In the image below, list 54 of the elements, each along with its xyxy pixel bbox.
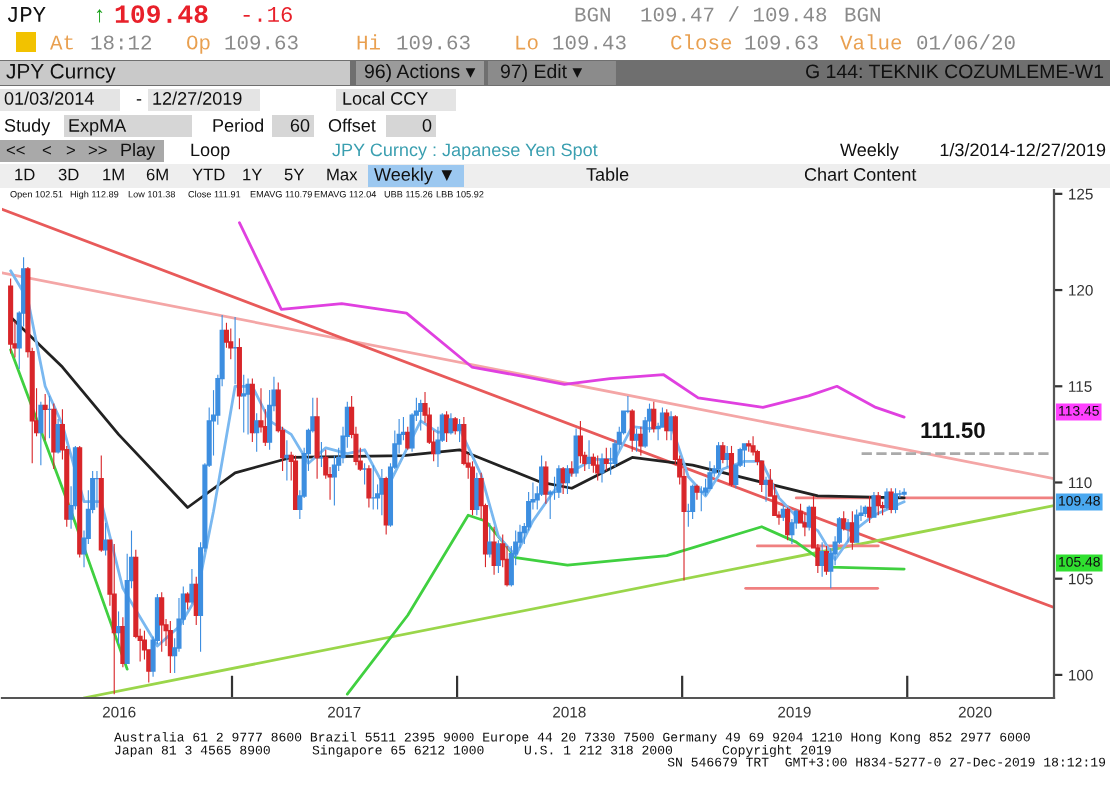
text: G 144: TEKNIK COZUMLEME-W1 (806, 64, 1104, 79)
text: 01/06/20 (917, 34, 1015, 50)
text: 01/03/2014 (4, 91, 94, 105)
text: 6M (146, 168, 168, 181)
text: Weekly (840, 142, 899, 160)
text: 12/27/2019 (153, 91, 242, 105)
text: >> (88, 145, 107, 155)
text: JPY Curncy : Japanese Yen Spot (332, 143, 598, 160)
text: Loop (191, 143, 230, 160)
text: 109.63 (745, 35, 818, 50)
text: 109.63 (225, 35, 298, 50)
text: BGN (575, 7, 610, 22)
text: 5Y (284, 168, 305, 181)
text: At (50, 35, 73, 50)
text: Weekly ▼ (374, 167, 453, 185)
text: Lo (516, 35, 538, 50)
text: JPY (7, 7, 46, 22)
text: << (6, 145, 25, 155)
text: 1M (103, 168, 124, 181)
text: 109.47 / 109.48 (641, 6, 827, 22)
text: Table (586, 167, 629, 181)
text: JPY Curncy (6, 63, 116, 83)
text: 1D (15, 168, 35, 181)
text: Max (327, 168, 358, 181)
text: - (136, 99, 142, 101)
text: Local CCY (343, 91, 428, 105)
text: -.16 (243, 6, 292, 22)
text: 1Y (243, 168, 263, 181)
text: YTD (192, 168, 225, 181)
annotation: 111.50 (921, 422, 985, 439)
text: 97) Edit ▾ (500, 63, 583, 83)
text: ↑ (96, 9, 103, 23)
text: Study (4, 118, 51, 136)
text: Chart Content (804, 167, 917, 181)
text: BGN (845, 7, 880, 22)
text: 1/3/2014-12/27/2019 (940, 142, 1106, 157)
text: 0 (422, 119, 432, 132)
text: > (66, 145, 75, 155)
text: Offset (328, 118, 376, 132)
text: < (42, 145, 51, 155)
text: ExpMA (69, 119, 127, 136)
text: 109.43 (553, 35, 626, 50)
text: Close (671, 34, 732, 50)
text: Play (121, 142, 156, 160)
text: 109.63 (397, 35, 470, 50)
text: 60 (290, 119, 310, 132)
text: Period (213, 118, 264, 132)
text: 96) Actions ▾ (364, 63, 476, 83)
text: 109.48 (115, 5, 208, 24)
text: 18:12 (91, 35, 152, 50)
text: Hi (357, 34, 380, 50)
text: 3D (58, 168, 79, 181)
text: Value (840, 34, 902, 50)
text: Op (187, 35, 210, 54)
